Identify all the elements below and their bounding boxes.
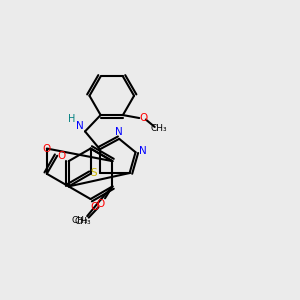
Text: O: O — [91, 202, 99, 212]
Text: N: N — [76, 121, 83, 131]
Text: N: N — [115, 127, 123, 137]
Text: CH₃: CH₃ — [71, 216, 88, 225]
Text: CH₃: CH₃ — [150, 124, 167, 133]
Text: O: O — [43, 143, 51, 154]
Text: CH₃: CH₃ — [74, 217, 91, 226]
Text: O: O — [140, 113, 148, 123]
Text: S: S — [90, 168, 97, 178]
Text: H: H — [68, 114, 75, 124]
Text: N: N — [139, 146, 147, 156]
Text: O: O — [58, 151, 66, 161]
Text: O: O — [96, 199, 105, 209]
